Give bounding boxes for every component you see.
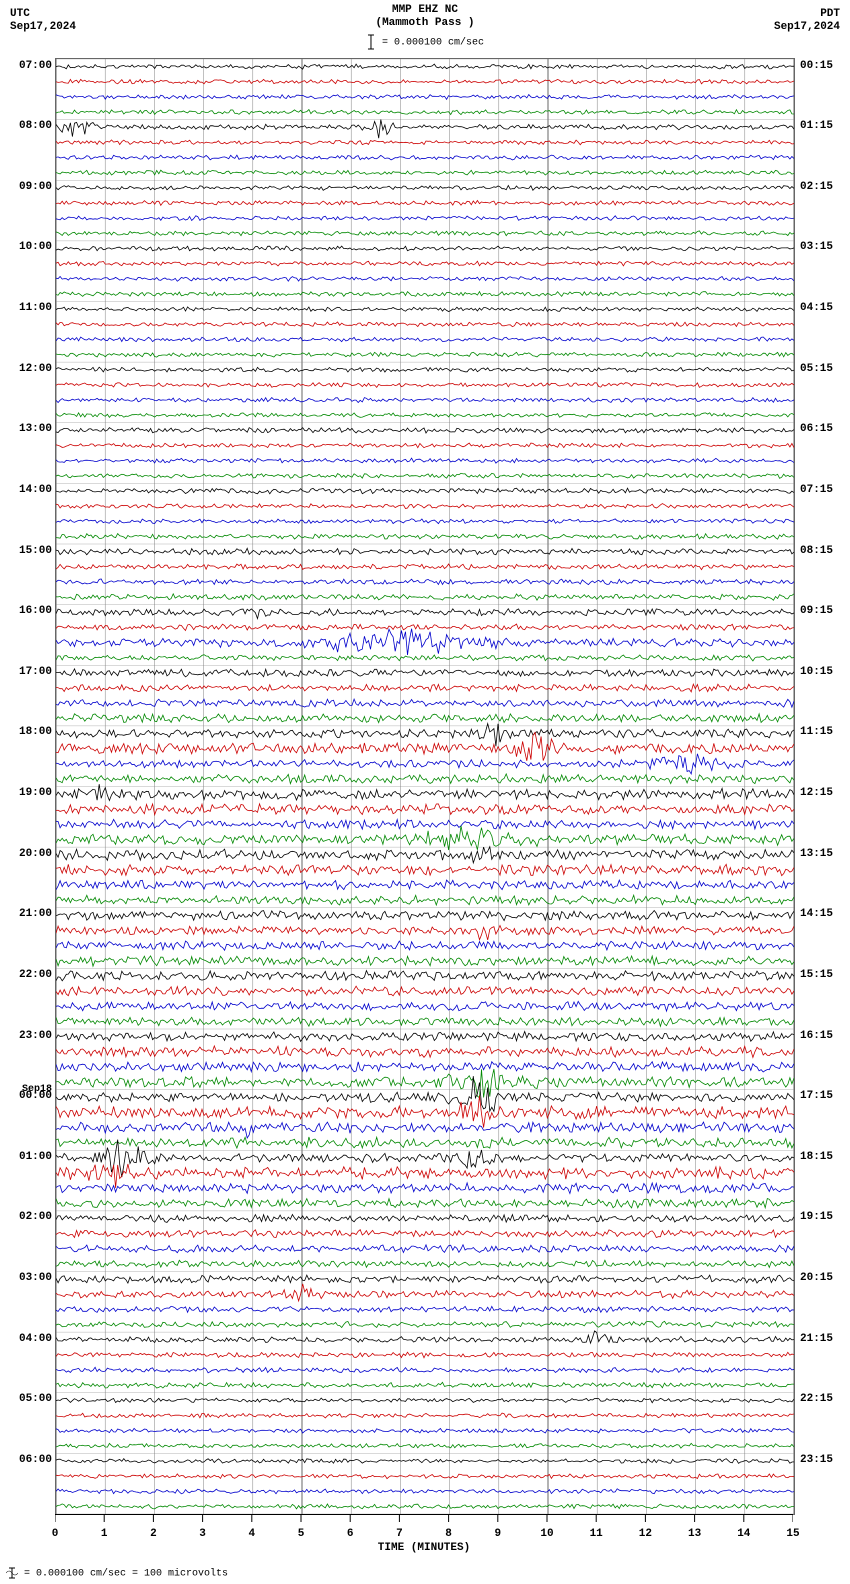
tz-right-date: Sep17,2024	[774, 21, 840, 34]
x-tick-label: 2	[150, 1528, 157, 1540]
hour-label-right: 13:15	[800, 848, 850, 860]
hour-label-right: 18:15	[800, 1151, 850, 1163]
hour-label-left: 21:00	[0, 908, 52, 920]
x-tick-label: 12	[639, 1528, 652, 1540]
hour-label-left: 08:00	[0, 120, 52, 132]
hour-label-right: 14:15	[800, 908, 850, 920]
footer-text: = 0.000100 cm/sec = 100 microvolts	[24, 1569, 228, 1580]
hour-label-right: 06:15	[800, 423, 850, 435]
hour-label-left: 23:00	[0, 1030, 52, 1042]
x-tick-label: 10	[540, 1528, 553, 1540]
day-marker: Sep18	[0, 1084, 52, 1095]
hour-label-right: 23:15	[800, 1454, 850, 1466]
hour-label-left: 20:00	[0, 848, 52, 860]
x-tick-label: 7	[396, 1528, 403, 1540]
x-tick-label: 3	[199, 1528, 206, 1540]
hour-label-right: 04:15	[800, 302, 850, 314]
x-tick-label: 0	[52, 1528, 59, 1540]
scale-indicator: = 0.000100 cm/sec	[366, 34, 484, 50]
hour-label-left: 10:00	[0, 241, 52, 253]
x-tick-label: 14	[737, 1528, 750, 1540]
hour-label-right: 22:15	[800, 1393, 850, 1405]
station-name: (Mammoth Pass )	[375, 17, 474, 30]
footer: = 0.000100 cm/sec = 100 microvolts	[6, 1567, 228, 1580]
tz-right: PDT Sep17,2024	[774, 8, 840, 34]
tz-left-label: UTC	[10, 8, 76, 21]
hour-label-left: 18:00	[0, 726, 52, 738]
seismogram-container: MMP EHZ NC (Mammoth Pass ) = 0.000100 cm…	[0, 0, 850, 1584]
hour-label-right: 12:15	[800, 787, 850, 799]
hour-label-left: 07:00	[0, 60, 52, 72]
hour-label-right: 11:15	[800, 726, 850, 738]
hour-label-left: 02:00	[0, 1211, 52, 1223]
scale-text: = 0.000100 cm/sec	[382, 38, 484, 49]
hour-label-right: 08:15	[800, 545, 850, 557]
hour-label-right: 09:15	[800, 605, 850, 617]
hour-label-right: 15:15	[800, 969, 850, 981]
hour-label-right: 01:15	[800, 120, 850, 132]
x-tick-label: 13	[688, 1528, 701, 1540]
x-tick-label: 1	[101, 1528, 108, 1540]
x-tick-label: 15	[786, 1528, 799, 1540]
hour-label-left: 19:00	[0, 787, 52, 799]
tz-right-label: PDT	[774, 8, 840, 21]
hour-label-left: 16:00	[0, 605, 52, 617]
hour-label-right: 02:15	[800, 181, 850, 193]
plot-area	[55, 58, 795, 1515]
tz-left: UTC Sep17,2024	[10, 8, 76, 34]
hour-label-left: 22:00	[0, 969, 52, 981]
station-code: MMP EHZ NC	[375, 4, 474, 17]
hour-label-left: 11:00	[0, 302, 52, 314]
hour-label-right: 16:15	[800, 1030, 850, 1042]
hour-label-right: 17:15	[800, 1090, 850, 1102]
hour-label-left: 05:00	[0, 1393, 52, 1405]
x-axis-title: TIME (MINUTES)	[378, 1542, 470, 1554]
hour-label-left: 17:00	[0, 666, 52, 678]
tz-left-date: Sep17,2024	[10, 21, 76, 34]
x-axis-ticks	[55, 1514, 793, 1528]
hour-label-left: 04:00	[0, 1333, 52, 1345]
left-hour-labels: 07:00 08:00 09:00 10:00 11:00 12:00 13:00 14:00…	[0, 58, 52, 1513]
hour-label-left: 06:00	[0, 1454, 52, 1466]
x-tick-label: 11	[590, 1528, 603, 1540]
hour-label-left: 13:00	[0, 423, 52, 435]
hour-label-left: 09:00	[0, 181, 52, 193]
hour-label-left: 01:00	[0, 1151, 52, 1163]
hour-label-left: 12:00	[0, 363, 52, 375]
hour-label-right: 20:15	[800, 1272, 850, 1284]
x-tick-label: 5	[298, 1528, 305, 1540]
x-tick-label: 9	[494, 1528, 501, 1540]
grid	[56, 59, 794, 1514]
header: MMP EHZ NC (Mammoth Pass ) = 0.000100 cm…	[0, 0, 850, 55]
hour-label-left: 03:00	[0, 1272, 52, 1284]
x-axis: TIME (MINUTES) 0123456789101112131415	[55, 1514, 793, 1558]
title-block: MMP EHZ NC (Mammoth Pass )	[375, 4, 474, 30]
hour-label-right: 21:15	[800, 1333, 850, 1345]
hour-label-right: 19:15	[800, 1211, 850, 1223]
hour-label-left: 15:00	[0, 545, 52, 557]
hour-label-right: 00:15	[800, 60, 850, 72]
x-tick-label: 6	[347, 1528, 354, 1540]
hour-label-right: 07:15	[800, 484, 850, 496]
right-hour-labels: 00:15 01:15 02:15 03:15 04:15 05:15 06:15 07:15…	[800, 58, 850, 1513]
hour-label-right: 10:15	[800, 666, 850, 678]
x-tick-label: 8	[445, 1528, 452, 1540]
hour-label-left: 14:00	[0, 484, 52, 496]
x-tick-label: 4	[248, 1528, 255, 1540]
hour-label-right: 05:15	[800, 363, 850, 375]
hour-label-right: 03:15	[800, 241, 850, 253]
